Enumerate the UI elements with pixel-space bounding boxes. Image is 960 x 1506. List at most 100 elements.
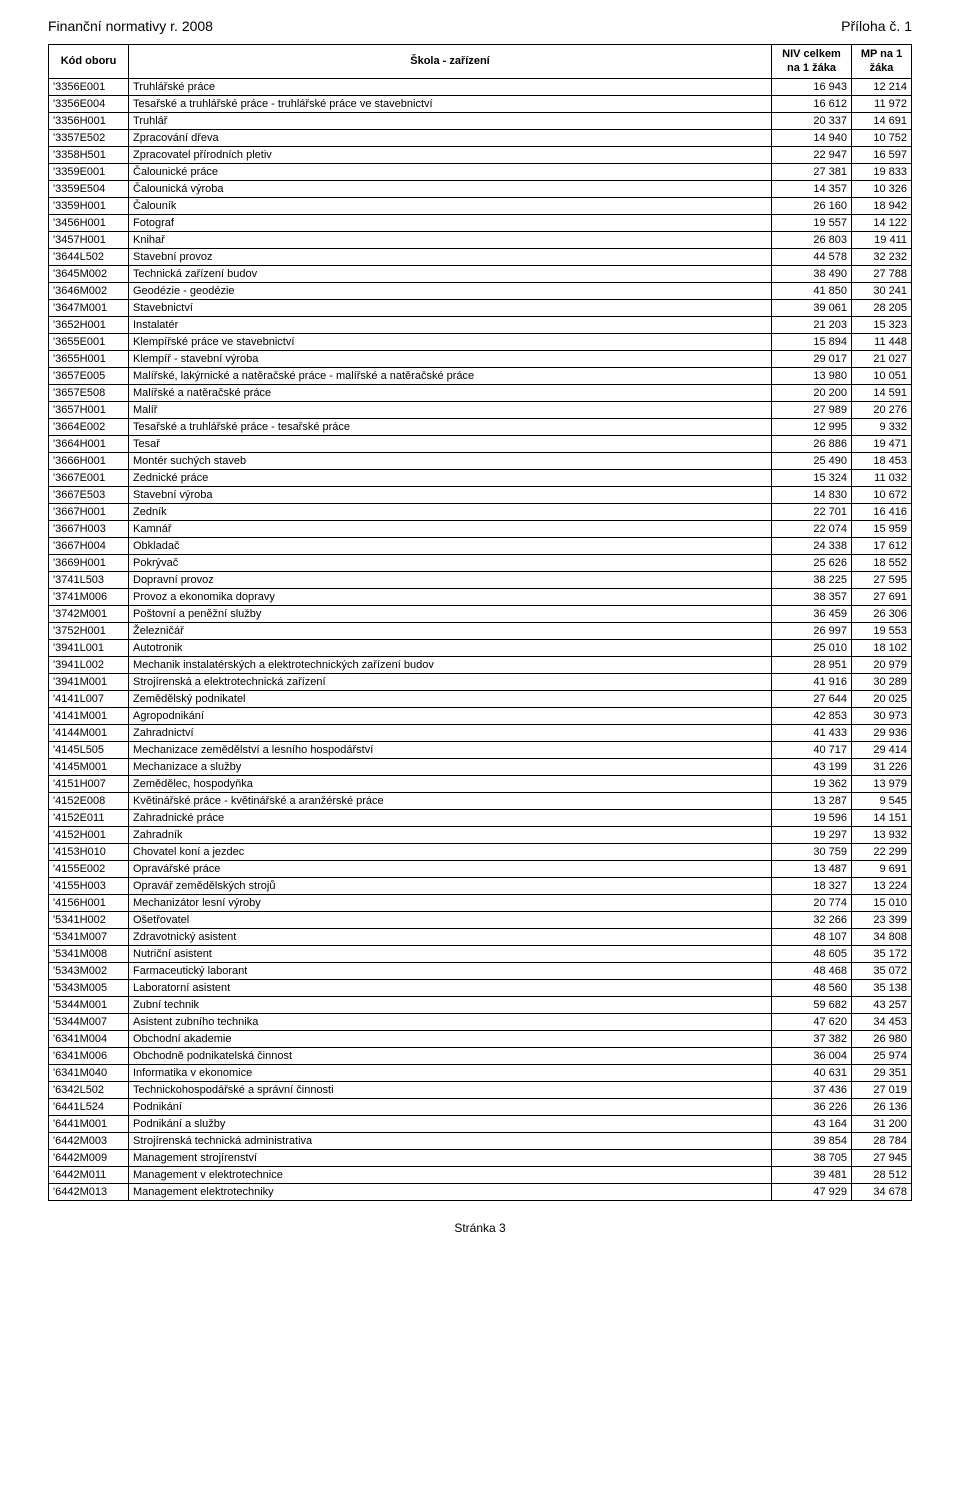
cell-mp: 15 010: [852, 895, 912, 912]
cell-mp: 14 151: [852, 810, 912, 827]
cell-mp: 9 545: [852, 793, 912, 810]
cell-kod: '4145M001: [49, 759, 129, 776]
cell-niv: 22 701: [772, 504, 852, 521]
table-row: '3742M001Poštovní a peněžní služby36 459…: [49, 606, 912, 623]
cell-skola: Provoz a ekonomika dopravy: [129, 589, 772, 606]
cell-skola: Klempíř - stavební výroba: [129, 351, 772, 368]
table-row: '3655H001Klempíř - stavební výroba29 017…: [49, 351, 912, 368]
cell-niv: 40 631: [772, 1065, 852, 1082]
cell-skola: Poštovní a peněžní služby: [129, 606, 772, 623]
cell-kod: '3664H001: [49, 436, 129, 453]
cell-kod: '3667H004: [49, 538, 129, 555]
cell-niv: 21 203: [772, 317, 852, 334]
cell-niv: 14 940: [772, 130, 852, 147]
cell-niv: 48 107: [772, 929, 852, 946]
table-row: '3647M001Stavebnictví39 06128 205: [49, 300, 912, 317]
cell-niv: 39 854: [772, 1133, 852, 1150]
cell-mp: 26 306: [852, 606, 912, 623]
cell-kod: '3669H001: [49, 555, 129, 572]
table-row: '3941L001Autotronik25 01018 102: [49, 640, 912, 657]
cell-skola: Strojírenská a elektrotechnická zařízení: [129, 674, 772, 691]
table-row: '5344M001Zubní technik59 68243 257: [49, 997, 912, 1014]
cell-mp: 11 448: [852, 334, 912, 351]
cell-kod: '5341M007: [49, 929, 129, 946]
cell-skola: Malířské a natěračské práce: [129, 385, 772, 402]
cell-mp: 31 200: [852, 1116, 912, 1133]
cell-kod: '6442M003: [49, 1133, 129, 1150]
cell-kod: '5344M007: [49, 1014, 129, 1031]
cell-kod: '5341M008: [49, 946, 129, 963]
cell-mp: 29 351: [852, 1065, 912, 1082]
cell-kod: '3645M002: [49, 266, 129, 283]
cell-mp: 28 205: [852, 300, 912, 317]
table-row: '5343M005Laboratorní asistent48 56035 13…: [49, 980, 912, 997]
cell-skola: Mechanizátor lesní výroby: [129, 895, 772, 912]
cell-niv: 48 605: [772, 946, 852, 963]
cell-niv: 22 947: [772, 147, 852, 164]
table-row: '6441L524Podnikání36 22626 136: [49, 1099, 912, 1116]
cell-kod: '3457H001: [49, 232, 129, 249]
cell-kod: '6441L524: [49, 1099, 129, 1116]
cell-mp: 10 672: [852, 487, 912, 504]
cell-kod: '3741M006: [49, 589, 129, 606]
table-row: '6341M006Obchodně podnikatelská činnost3…: [49, 1048, 912, 1065]
cell-niv: 43 199: [772, 759, 852, 776]
cell-niv: 47 929: [772, 1184, 852, 1201]
cell-skola: Management elektrotechniky: [129, 1184, 772, 1201]
header-right: Příloha č. 1: [841, 18, 912, 34]
cell-kod: '5344M001: [49, 997, 129, 1014]
cell-skola: Geodézie - geodézie: [129, 283, 772, 300]
cell-kod: '6442M009: [49, 1150, 129, 1167]
cell-kod: '3357E502: [49, 130, 129, 147]
cell-niv: 15 324: [772, 470, 852, 487]
table-row: '3356E001Truhlářské práce16 94312 214: [49, 79, 912, 96]
table-row: '4155E002Opravářské práce13 4879 691: [49, 861, 912, 878]
cell-mp: 10 752: [852, 130, 912, 147]
cell-kod: '5343M005: [49, 980, 129, 997]
cell-skola: Strojírenská technická administrativa: [129, 1133, 772, 1150]
cell-kod: '6341M006: [49, 1048, 129, 1065]
table-row: '6442M003Strojírenská technická administ…: [49, 1133, 912, 1150]
cell-mp: 18 102: [852, 640, 912, 657]
cell-mp: 13 979: [852, 776, 912, 793]
table-row: '3664E002Tesařské a truhlářské práce - t…: [49, 419, 912, 436]
cell-skola: Zednické práce: [129, 470, 772, 487]
cell-mp: 14 591: [852, 385, 912, 402]
cell-mp: 19 833: [852, 164, 912, 181]
cell-niv: 48 468: [772, 963, 852, 980]
cell-kod: '3657H001: [49, 402, 129, 419]
cell-mp: 17 612: [852, 538, 912, 555]
cell-niv: 24 338: [772, 538, 852, 555]
cell-niv: 36 226: [772, 1099, 852, 1116]
cell-mp: 31 226: [852, 759, 912, 776]
cell-mp: 34 808: [852, 929, 912, 946]
cell-kod: '4155E002: [49, 861, 129, 878]
cell-kod: '3358H501: [49, 147, 129, 164]
cell-skola: Zdravotnický asistent: [129, 929, 772, 946]
table-row: '4153H010Chovatel koní a jezdec30 75922 …: [49, 844, 912, 861]
cell-kod: '6442M013: [49, 1184, 129, 1201]
cell-mp: 25 974: [852, 1048, 912, 1065]
cell-skola: Stavební provoz: [129, 249, 772, 266]
table-row: '3359H001Čalouník26 16018 942: [49, 198, 912, 215]
cell-mp: 26 980: [852, 1031, 912, 1048]
cell-mp: 30 241: [852, 283, 912, 300]
cell-skola: Kamnář: [129, 521, 772, 538]
cell-kod: '3752H001: [49, 623, 129, 640]
cell-skola: Chovatel koní a jezdec: [129, 844, 772, 861]
table-row: '3646M002Geodézie - geodézie41 85030 241: [49, 283, 912, 300]
cell-niv: 36 459: [772, 606, 852, 623]
table-row: '3645M002Technická zařízení budov38 4902…: [49, 266, 912, 283]
table-row: '4151H007Zemědělec, hospodyňka19 36213 9…: [49, 776, 912, 793]
cell-skola: Technická zařízení budov: [129, 266, 772, 283]
cell-skola: Zubní technik: [129, 997, 772, 1014]
table-row: '4144M001Zahradnictví41 43329 936: [49, 725, 912, 742]
col-skola: Škola - zařízení: [129, 45, 772, 79]
cell-kod: '3667E503: [49, 487, 129, 504]
cell-kod: '4141L007: [49, 691, 129, 708]
cell-skola: Zahradnické práce: [129, 810, 772, 827]
table-row: '6442M009Management strojírenství38 7052…: [49, 1150, 912, 1167]
cell-niv: 28 951: [772, 657, 852, 674]
cell-skola: Zemědělský podnikatel: [129, 691, 772, 708]
cell-mp: 27 945: [852, 1150, 912, 1167]
